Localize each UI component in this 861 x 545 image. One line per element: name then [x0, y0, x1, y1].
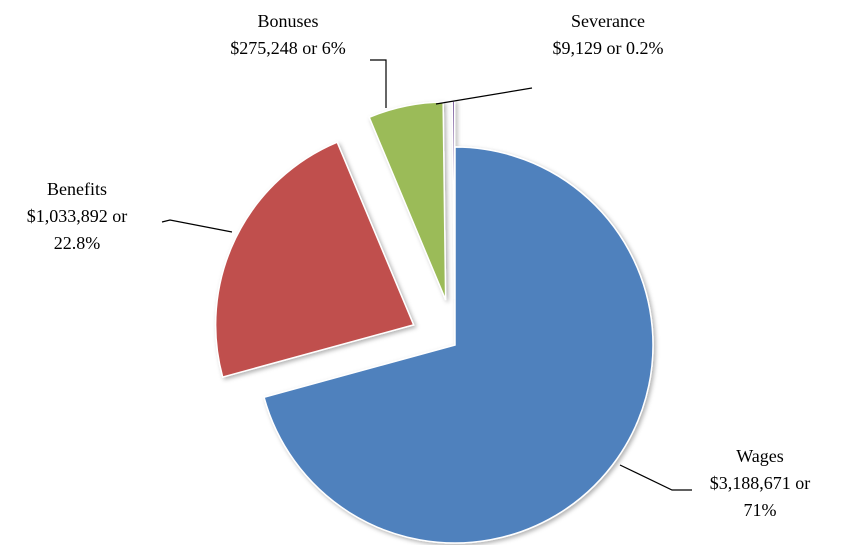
pie-slice	[451, 100, 456, 300]
slice-label-name: Wages	[736, 446, 784, 466]
slice-label: Severance $9,129 or 0.2%	[528, 8, 688, 62]
slice-label-value: $275,248 or 6%	[230, 38, 346, 58]
pie-slice	[368, 101, 447, 301]
slice-label-name: Severance	[571, 11, 645, 31]
leader-line	[370, 59, 387, 108]
pie-slice	[214, 141, 415, 379]
leader-line	[619, 464, 692, 491]
pie-slice	[263, 146, 654, 544]
leader-line	[435, 87, 533, 105]
slice-label-name: Benefits	[47, 179, 107, 199]
slice-label-value: $3,188,671 or 71%	[709, 473, 811, 520]
slices	[214, 100, 654, 544]
slice-label-name: Bonuses	[257, 11, 319, 31]
slice-label: Benefits $1,033,892 or 22.8%	[12, 176, 142, 257]
slice-label: Bonuses $275,248 or 6%	[208, 8, 368, 62]
slice-label-value: $1,033,892 or 22.8%	[26, 206, 128, 253]
slice-label: Wages $3,188,671 or 71%	[695, 443, 825, 524]
slice-label-value: $9,129 or 0.2%	[552, 38, 664, 58]
leader-line	[161, 219, 233, 233]
